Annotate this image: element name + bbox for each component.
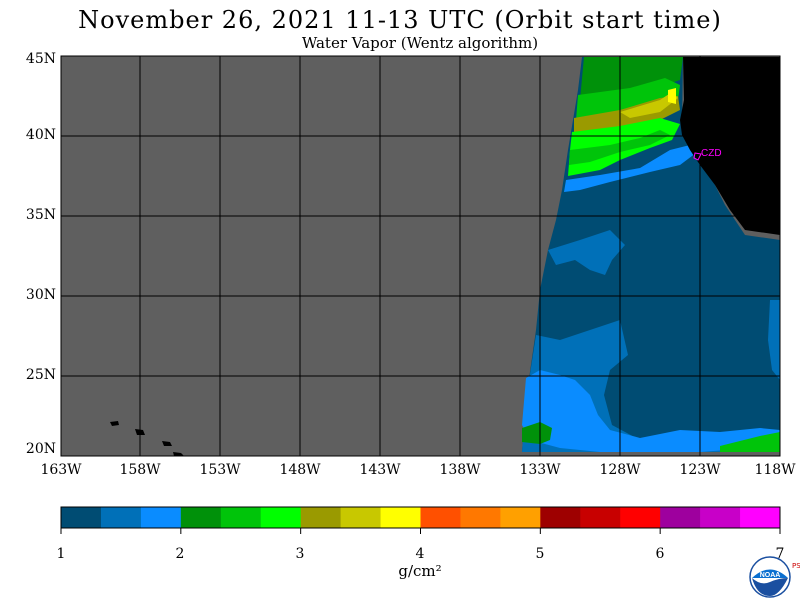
station-marker-czd: CZD	[693, 148, 722, 161]
hawaii-island-kauai	[110, 421, 119, 426]
hawaii-island-big	[173, 452, 184, 456]
colorbar-swatch	[460, 507, 501, 528]
lat-label: 20N	[25, 441, 56, 457]
colorbar-swatch	[180, 507, 222, 528]
lon-label: 143W	[359, 462, 401, 478]
lat-label: 40N	[25, 127, 56, 143]
water-vapor-swath-green-dark	[580, 57, 683, 100]
colorbar-swatch	[61, 507, 102, 528]
map-subtitle: Water Vapor (Wentz algorithm)	[301, 34, 539, 52]
colorbar-tick-label: 6	[655, 546, 665, 562]
map-frame	[60, 55, 781, 457]
lat-label: 25N	[25, 367, 56, 383]
lat-label: 45N	[25, 51, 56, 67]
hawaii-island-maui	[162, 441, 172, 446]
water-vapor-swath-green-se	[720, 432, 780, 452]
lat-label: 30N	[25, 287, 56, 303]
colorbar-tick-label: 3	[295, 546, 305, 562]
lon-label: 123W	[679, 462, 721, 478]
water-vapor-swath-mid2	[548, 230, 625, 275]
water-vapor-swath-bright-blue	[522, 370, 780, 452]
lon-label: 153W	[199, 462, 241, 478]
water-vapor-swath-green-sw	[522, 422, 552, 444]
water-vapor-swath-bright-blue-north	[564, 145, 700, 192]
colorbar-swatch	[580, 507, 621, 528]
colorbar-tick-label: 5	[535, 546, 545, 562]
noaa-logo: NOAA	[749, 556, 791, 598]
colorbar-tick-label: 7	[775, 546, 785, 562]
colorbar-swatch	[420, 507, 461, 528]
colorbar-swatch	[700, 507, 741, 528]
colorbar-swatch	[300, 507, 342, 528]
water-vapor-swath-mid3	[768, 300, 780, 380]
lon-label: 163W	[40, 462, 82, 478]
colorbar-tick-label: 2	[175, 546, 185, 562]
colorbar-tick-label: 4	[415, 546, 425, 562]
svg-text:NOAA: NOAA	[760, 572, 781, 579]
water-vapor-swath-green	[576, 78, 680, 120]
north-america-land	[680, 57, 780, 235]
map-title: November 26, 2021 11-13 UTC (Orbit start…	[78, 6, 722, 34]
colorbar-swatch	[340, 507, 382, 528]
water-vapor-swath-bright-yellow	[668, 88, 676, 104]
colorbar-swatch	[220, 507, 262, 528]
water-vapor-swath-yellow	[620, 92, 678, 118]
colorbar-swatch	[100, 507, 142, 528]
lat-label: 35N	[25, 207, 56, 223]
lon-label: 118W	[754, 462, 796, 478]
station-label: CZD	[701, 148, 722, 159]
colorbar-unit: g/cm²	[398, 562, 442, 580]
lat-lon-grid	[61, 56, 780, 456]
psl-mark: PSL	[792, 562, 800, 570]
colorbar-swatch	[140, 507, 182, 528]
colorbar-swatch	[620, 507, 661, 528]
lon-label: 133W	[519, 462, 561, 478]
lon-label: 158W	[119, 462, 161, 478]
lon-label: 148W	[279, 462, 321, 478]
colorbar-swatch	[540, 507, 581, 528]
colorbar-swatch	[660, 507, 701, 528]
colorbar-swatch	[380, 507, 421, 528]
colorbar-swatch	[740, 507, 781, 528]
colorbar-swatch	[500, 507, 541, 528]
lon-label: 128W	[599, 462, 641, 478]
colorbar-swatch	[260, 507, 302, 528]
colorbar-tick-label: 1	[56, 546, 66, 562]
colorbar	[60, 506, 781, 534]
lon-label: 138W	[439, 462, 481, 478]
